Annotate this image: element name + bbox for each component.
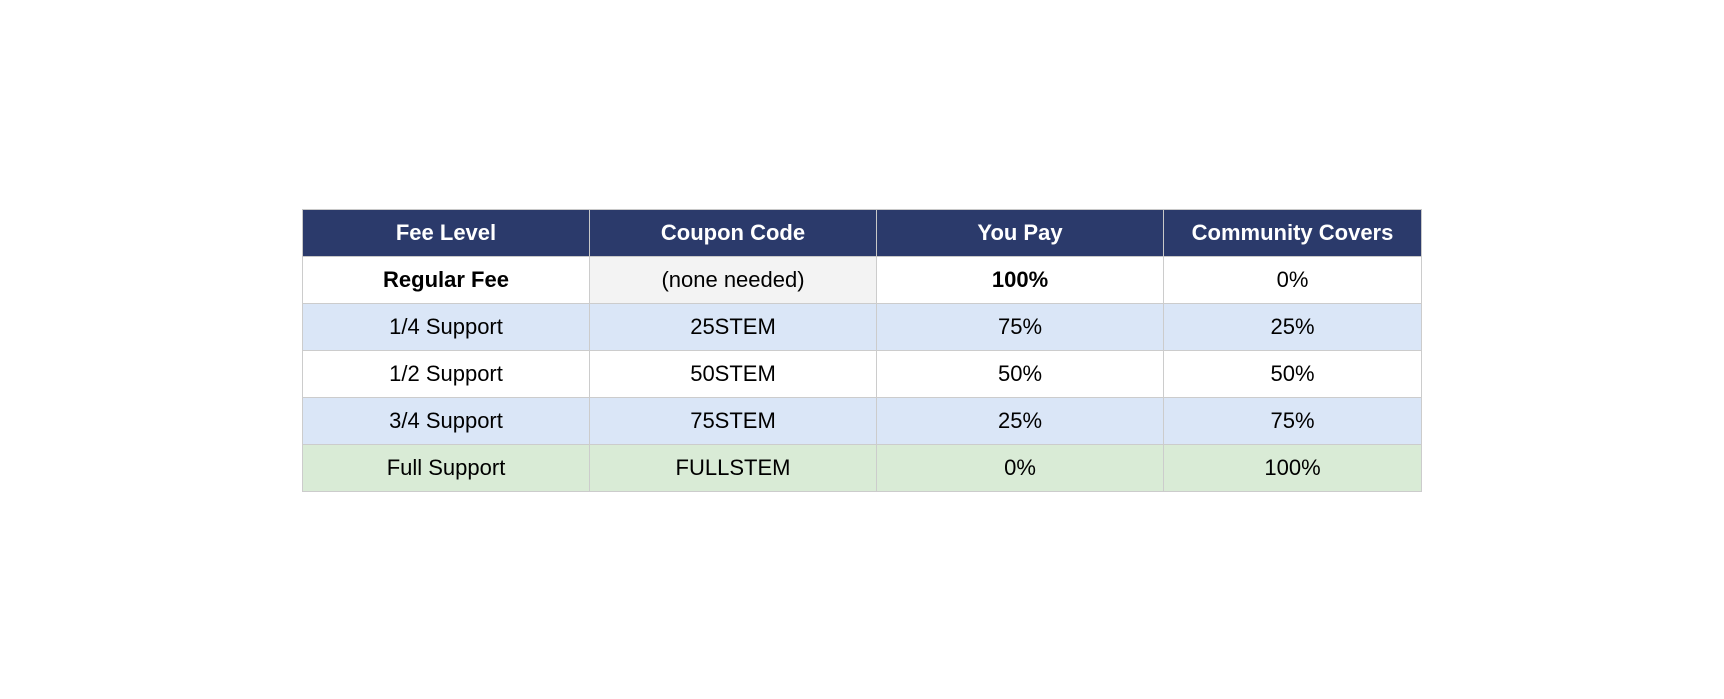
table-body: Regular Fee (none needed) 100% 0% 1/4 Suppor… [302, 256, 1422, 492]
table-cell: 75STEM [589, 397, 877, 445]
header-row: Fee Level Coupon Code You Pay Community Cov… [302, 209, 1422, 257]
table-cell: 50% [876, 350, 1164, 398]
table-cell: 25% [1163, 303, 1422, 351]
table-cell: FULLSTEM [589, 444, 877, 492]
table-cell: 75% [876, 303, 1164, 351]
table-cell: 0% [1163, 256, 1422, 304]
table-cell: 3/4 Support [302, 397, 590, 445]
table-cell: Full Support [302, 444, 590, 492]
table-cell: 0% [876, 444, 1164, 492]
table-row: Full Support FULLSTEM 0% 100% [302, 444, 1422, 492]
table-cell: 1/2 Support [302, 350, 590, 398]
table-row: 1/2 Support 50STEM 50% 50% [302, 350, 1422, 398]
table-row: 3/4 Support 75STEM 25% 75% [302, 397, 1422, 445]
table-cell: 1/4 Support [302, 303, 590, 351]
fee-table: Fee Level Coupon Code You Pay Community Cov… [302, 209, 1422, 492]
table-cell: 50STEM [589, 350, 877, 398]
table-cell: 100% [876, 256, 1164, 304]
table-cell: 100% [1163, 444, 1422, 492]
header-cell: You Pay [876, 209, 1164, 257]
table-cell: Regular Fee [302, 256, 590, 304]
table-row: Regular Fee (none needed) 100% 0% [302, 256, 1422, 304]
table-cell: (none needed) [589, 256, 877, 304]
header-cell: Coupon Code [589, 209, 877, 257]
table-cell: 75% [1163, 397, 1422, 445]
table-row: 1/4 Support 25STEM 75% 25% [302, 303, 1422, 351]
table-cell: 25% [876, 397, 1164, 445]
header-cell: Community Covers [1163, 209, 1422, 257]
table-cell: 50% [1163, 350, 1422, 398]
table-head: Fee Level Coupon Code You Pay Community Cov… [302, 209, 1422, 257]
table-cell: 25STEM [589, 303, 877, 351]
header-cell: Fee Level [302, 209, 590, 257]
